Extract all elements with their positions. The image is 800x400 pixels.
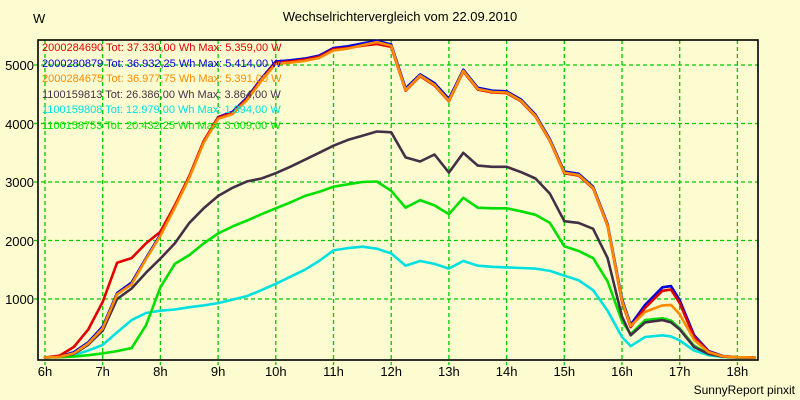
y-tick-label: 5000 bbox=[5, 58, 34, 73]
x-tick-label: 8h bbox=[153, 364, 168, 379]
series-line-2000284675 bbox=[43, 40, 757, 359]
y-tick-label: 3000 bbox=[5, 175, 34, 190]
legend: 2000284690 Tot: 37.330,00 Wh Max: 5.359,… bbox=[42, 41, 282, 135]
x-tick-label: 17h bbox=[668, 364, 691, 379]
x-tick-label: 9h bbox=[210, 364, 226, 379]
y-tick-label: 4000 bbox=[5, 116, 34, 132]
footer-credit: SunnyReport pinxit bbox=[693, 383, 795, 397]
page-title: Wechselrichtervergleich vom 22.09.2010 bbox=[282, 9, 518, 24]
x-tick-label: 13h bbox=[438, 364, 460, 379]
x-tick-label: 15h bbox=[553, 364, 576, 379]
series-line-1100159813 bbox=[43, 130, 757, 359]
legend-item-4: 1100159813 Tot: 26.386,00 Wh Max: 3.864,… bbox=[42, 88, 281, 101]
plot-border bbox=[37, 39, 759, 361]
series-line-1100159808 bbox=[43, 245, 757, 359]
y-tick-label: 1000 bbox=[5, 292, 34, 307]
x-tick-label: 12h bbox=[380, 364, 403, 379]
x-tick-label: 7h bbox=[95, 364, 110, 379]
x-tick-label: 6h bbox=[37, 364, 53, 379]
x-tick-label: 11h bbox=[323, 364, 344, 379]
legend-item-1: 2000284690 Tot: 37.330,00 Wh Max: 5.359,… bbox=[42, 42, 282, 54]
x-tick-label: 14h bbox=[495, 364, 518, 379]
legend-item-2: 2000280879 Tot: 36.932,25 Wh Max: 5.414,… bbox=[42, 57, 282, 70]
legend-item-6: 1100158753 Tot: 20.432,25 Wh Max: 3.009,… bbox=[42, 119, 281, 132]
legend-item-5: 1100159808 Tot: 12.979,00 Wh Max: 1.894,… bbox=[42, 104, 281, 117]
x-tick-label: 18h bbox=[726, 364, 749, 379]
y-axis-unit-label: W bbox=[33, 11, 46, 26]
x-tick-label: 16h bbox=[611, 364, 633, 379]
legend-item-3: 2000284675 Tot: 36.977,75 Wh Max: 5.391,… bbox=[42, 73, 282, 86]
y-tick-label: 2000 bbox=[5, 233, 34, 249]
series-line-1100158753 bbox=[43, 180, 757, 359]
x-tick-label: 10h bbox=[264, 364, 287, 379]
